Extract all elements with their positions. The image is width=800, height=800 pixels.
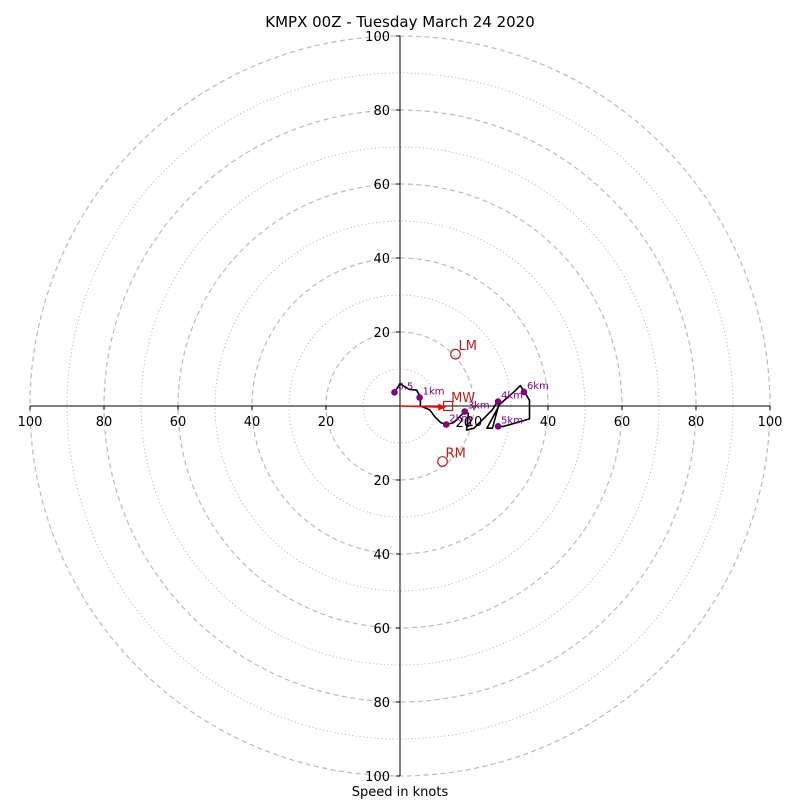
y-tick-label: 80 <box>373 696 390 711</box>
storm-motion-label: MW <box>451 391 475 406</box>
height-marker-dot <box>494 398 502 405</box>
x-tick-label: 80 <box>96 415 113 430</box>
shear-vector-line <box>399 405 441 408</box>
chart-title: KMPX 00Z - Tuesday March 24 2020 <box>265 13 535 31</box>
y-tick-label: 80 <box>373 104 390 119</box>
y-tick-label: 20 <box>373 326 390 341</box>
y-tick-label: 100 <box>365 30 390 45</box>
x-tick-label: 20 <box>466 415 483 430</box>
shear-vector-arrowhead <box>438 403 447 411</box>
hodograph-trace <box>393 382 531 431</box>
x-tick-label: 60 <box>614 415 631 430</box>
height-marker-label: 6km <box>527 381 549 392</box>
x-tick-label: 60 <box>170 415 187 430</box>
tick-labels: 100 80 60 40 20 20 40 60 80 100 100 80 60 40 20 20 40 60 8… <box>18 30 783 785</box>
height-marker-dot <box>442 421 450 428</box>
height-marker-label: 3km <box>468 401 490 412</box>
height-marker-label: 2km <box>449 414 471 425</box>
height-marker-dot <box>391 389 398 396</box>
x-tick-label: 40 <box>244 415 261 430</box>
height-marker-dot <box>461 408 469 415</box>
height-marker-label: 1km <box>423 386 445 397</box>
x-axis-label: Speed in knots <box>352 785 449 800</box>
x-tick-label: 80 <box>688 415 705 430</box>
y-tick-label: 60 <box>373 622 390 637</box>
height-marker-dot <box>494 423 502 430</box>
storm-motion-markers: LM MW RM <box>437 339 477 467</box>
shear-vector-layer <box>399 403 447 411</box>
hodograph-line <box>393 382 531 431</box>
x-tick-label: 100 <box>758 415 783 430</box>
y-tick-label: 40 <box>373 548 390 563</box>
height-marker-dot <box>416 394 423 401</box>
height-marker-label: 0.5 <box>397 381 413 392</box>
y-tick-label: 20 <box>373 474 390 489</box>
storm-motion-marker <box>450 348 461 360</box>
storm-motion-label: RM <box>446 447 466 462</box>
height-markers: 0.5 1km 2km 3km 4km 5km 6km <box>391 381 549 430</box>
height-marker-label: 4km <box>501 391 523 402</box>
storm-motion-marker <box>437 456 448 467</box>
height-marker-label: 5km <box>501 415 523 426</box>
mean-wind-marker <box>443 400 454 412</box>
storm-motion-label: LM <box>459 339 477 354</box>
x-tick-label: 20 <box>318 415 335 430</box>
x-tick-label: 100 <box>18 415 43 430</box>
y-tick-label: 100 <box>365 770 390 785</box>
y-tick-label: 60 <box>373 178 390 193</box>
height-marker-dot <box>520 388 528 396</box>
x-tick-label: 40 <box>540 415 557 430</box>
y-tick-label: 40 <box>373 252 390 267</box>
